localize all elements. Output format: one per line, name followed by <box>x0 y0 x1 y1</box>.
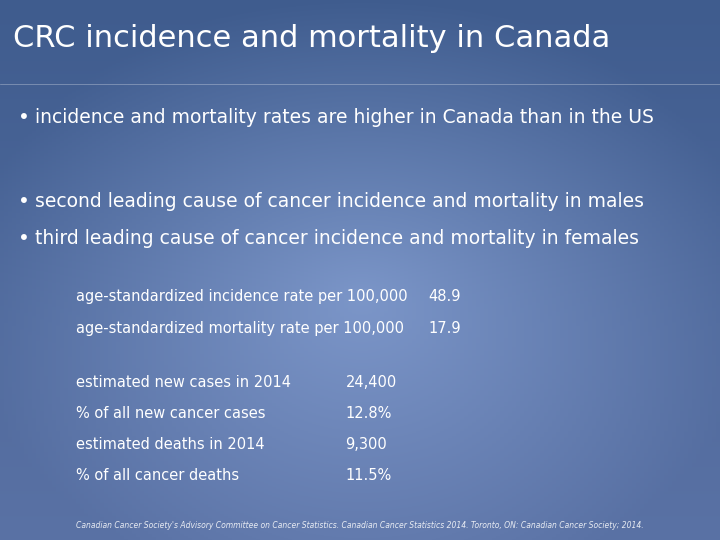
Text: •: • <box>18 230 30 248</box>
Text: 24,400: 24,400 <box>346 375 397 390</box>
Text: 12.8%: 12.8% <box>346 406 392 421</box>
Text: age-standardized incidence rate per 100,000: age-standardized incidence rate per 100,… <box>76 289 408 304</box>
Text: % of all new cancer cases: % of all new cancer cases <box>76 406 265 421</box>
Text: incidence and mortality rates are higher in Canada than in the US: incidence and mortality rates are higher… <box>35 108 654 127</box>
Text: estimated deaths in 2014: estimated deaths in 2014 <box>76 437 264 452</box>
Text: Canadian Cancer Society's Advisory Committee on Cancer Statistics. Canadian Canc: Canadian Cancer Society's Advisory Commi… <box>76 521 644 530</box>
Text: 48.9: 48.9 <box>428 289 461 304</box>
Text: 11.5%: 11.5% <box>346 468 392 483</box>
Text: •: • <box>18 108 30 127</box>
Text: % of all cancer deaths: % of all cancer deaths <box>76 468 239 483</box>
Text: third leading cause of cancer incidence and mortality in females: third leading cause of cancer incidence … <box>35 230 639 248</box>
Text: second leading cause of cancer incidence and mortality in males: second leading cause of cancer incidence… <box>35 192 644 211</box>
Text: CRC incidence and mortality in Canada: CRC incidence and mortality in Canada <box>13 24 611 53</box>
Text: age-standardized mortality rate per 100,000: age-standardized mortality rate per 100,… <box>76 321 404 336</box>
Text: •: • <box>18 192 30 211</box>
Text: 9,300: 9,300 <box>346 437 387 452</box>
Text: estimated new cases in 2014: estimated new cases in 2014 <box>76 375 291 390</box>
Text: 17.9: 17.9 <box>428 321 461 336</box>
